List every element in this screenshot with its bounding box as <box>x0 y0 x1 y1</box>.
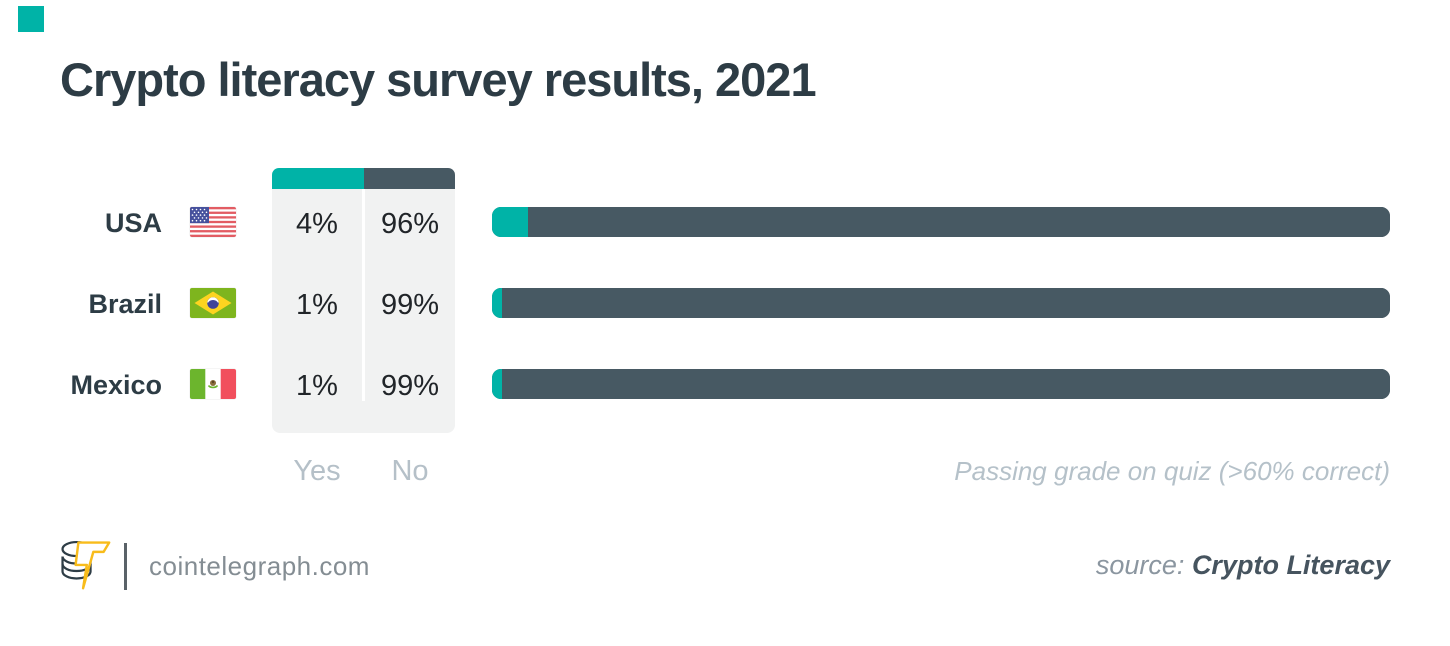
mexico-flag-icon <box>190 369 236 399</box>
page-title: Crypto literacy survey results, 2021 <box>60 53 817 106</box>
no-header-segment <box>363 168 455 189</box>
bar-yes-segment <box>492 207 528 237</box>
bar-mexico <box>492 369 1390 399</box>
table-header-bar <box>272 168 455 189</box>
source-label: source: <box>1095 550 1185 580</box>
column-label-no: No <box>391 455 429 487</box>
country-label: Brazil <box>88 289 162 319</box>
bar-yes-segment <box>492 369 503 399</box>
bar-no-segment <box>502 288 1390 318</box>
teal-corner-accent <box>18 6 44 32</box>
yes-header-segment <box>272 168 364 189</box>
source-name: Crypto Literacy <box>1191 550 1390 580</box>
yes-value: 4% <box>296 208 338 240</box>
bar-no-segment <box>502 369 1390 399</box>
bar-brazil <box>492 288 1390 318</box>
no-value: 99% <box>380 289 440 321</box>
bar-no-segment <box>527 207 1390 237</box>
column-label-yes: Yes <box>293 455 341 487</box>
cointelegraph-logo-icon <box>56 536 112 597</box>
country-label: USA <box>104 208 162 238</box>
bar-axis-annotation: Passing grade on quiz (>60% correct) <box>954 456 1390 486</box>
source-credit: source: Crypto Literacy <box>1096 550 1390 581</box>
country-label: Mexico <box>70 370 162 400</box>
bar-usa <box>492 207 1390 237</box>
yes-value: 1% <box>296 289 338 321</box>
footer-divider <box>124 543 127 590</box>
no-value: 99% <box>380 370 440 402</box>
table-column-divider <box>362 189 365 401</box>
brazil-flag-icon <box>190 288 236 318</box>
yes-value: 1% <box>296 370 338 402</box>
no-value: 96% <box>380 208 440 240</box>
usa-flag-icon <box>190 207 236 237</box>
bar-yes-segment <box>492 288 503 318</box>
site-label: cointelegraph.com <box>149 551 370 581</box>
